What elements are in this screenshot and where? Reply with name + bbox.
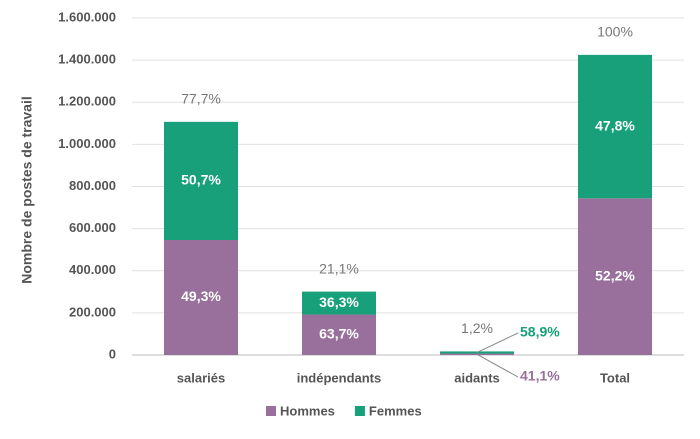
segment-label: 58,9%	[520, 324, 560, 340]
legend-label: Hommes	[280, 403, 335, 418]
y-tick-label: 200.000	[69, 304, 116, 319]
legend-swatch	[354, 406, 365, 416]
total-label: 77,7%	[181, 91, 221, 107]
y-tick-label: 600.000	[69, 220, 116, 235]
segment-label: 36,3%	[319, 294, 359, 310]
leader-line	[476, 332, 519, 353]
legend-swatch	[266, 406, 276, 416]
y-axis-title: Nombre de postes de travail	[19, 96, 35, 284]
bar-segment	[578, 54, 652, 199]
segment-label: 52,2%	[595, 267, 635, 283]
bar-segment	[302, 314, 376, 355]
total-label: 21,1%	[319, 260, 359, 276]
segment-label: 50,7%	[181, 172, 221, 188]
x-tick-label: salariés	[177, 370, 225, 385]
x-tick-label: aidants	[454, 370, 500, 385]
x-tick-label: Total	[600, 370, 630, 385]
segment-label: 49,3%	[181, 288, 221, 304]
x-tick-label: indépendants	[297, 370, 382, 385]
y-tick-label: 1.000.000	[58, 136, 116, 151]
bar-segment	[302, 291, 376, 315]
segment-label: 63,7%	[319, 325, 359, 341]
bar-segment	[164, 121, 238, 240]
y-tick-label: 1.400.000	[58, 52, 116, 67]
total-label: 1,2%	[461, 320, 493, 336]
bar-segment	[578, 198, 652, 355]
segment-label: 41,1%	[520, 368, 560, 384]
segment-label: 47,8%	[595, 117, 635, 133]
y-tick-label: 0	[109, 346, 116, 361]
y-tick-label: 800.000	[69, 178, 116, 193]
y-tick-label: 400.000	[69, 262, 116, 277]
bar-segment	[164, 239, 238, 355]
legend-label: Femmes	[369, 403, 422, 418]
total-label: 100%	[597, 24, 633, 40]
leader-line	[476, 353, 519, 378]
y-tick-label: 1.600.000	[58, 9, 116, 24]
y-tick-label: 1.200.000	[58, 94, 116, 109]
